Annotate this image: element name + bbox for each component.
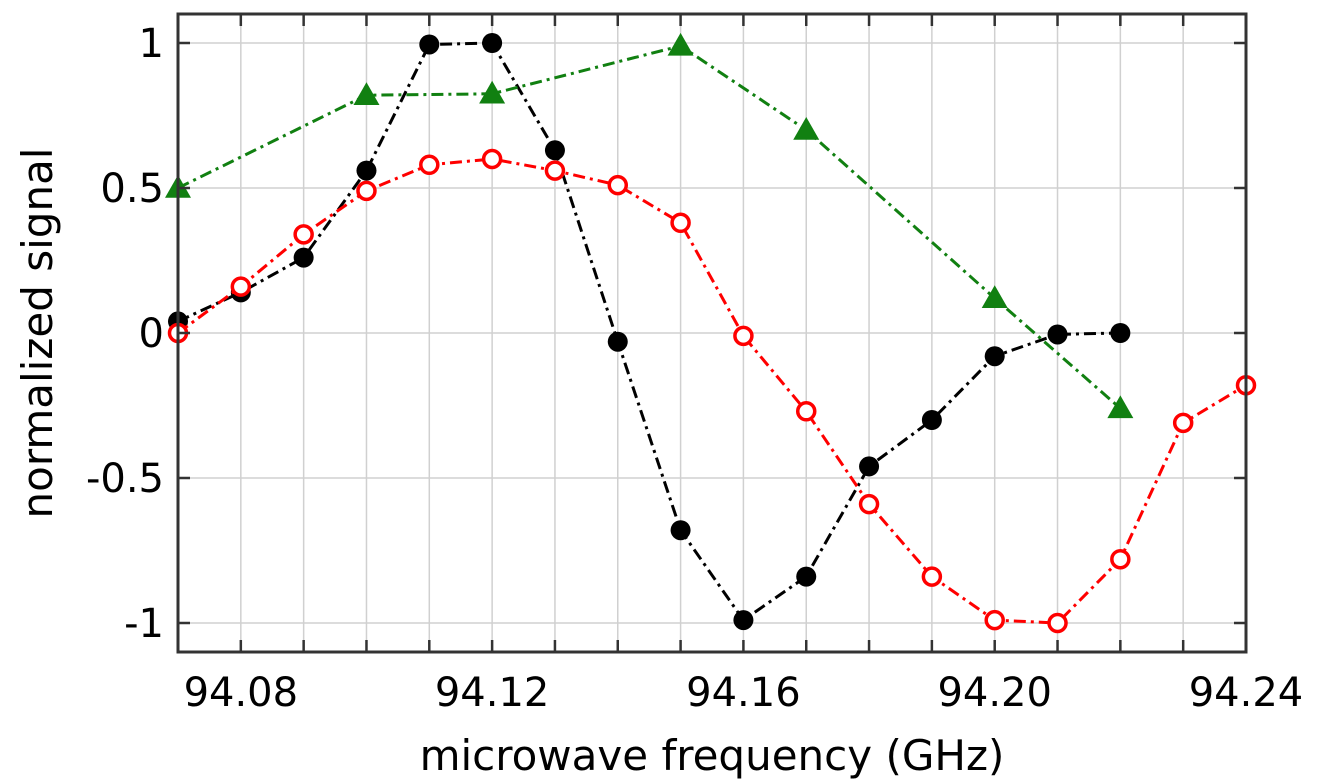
data-point — [481, 148, 503, 170]
data-point — [293, 247, 314, 268]
data-point — [670, 212, 691, 234]
data-point — [984, 609, 1005, 631]
data-point — [1172, 412, 1194, 434]
series-filled-circle — [168, 33, 1131, 631]
data-point — [607, 174, 629, 196]
data-point — [419, 154, 440, 176]
data-point — [796, 566, 817, 587]
series-line — [177, 157, 1247, 625]
data-point — [793, 117, 820, 140]
x-tick-label: 94.08 — [184, 670, 299, 716]
data-point — [733, 610, 754, 631]
data-point — [544, 140, 565, 161]
data-point — [984, 346, 1005, 367]
x-tick-label: 94.16 — [686, 670, 801, 716]
data-point — [353, 82, 380, 105]
x-tick-label: 94.12 — [435, 670, 550, 716]
y-axis-label: normalized signal — [13, 148, 62, 519]
data-point — [733, 325, 754, 347]
data-point — [859, 456, 880, 477]
data-point — [356, 180, 377, 202]
y-tick-label: -0.5 — [86, 456, 164, 502]
data-point — [1110, 323, 1131, 343]
x-tick-label: 94.20 — [937, 670, 1052, 716]
y-tick-label: 0 — [139, 311, 164, 357]
data-point — [981, 285, 1008, 308]
series-open-circle — [167, 148, 1257, 634]
data-point — [1047, 324, 1068, 345]
x-tick-label: 94.24 — [1189, 670, 1304, 716]
data-point — [921, 566, 943, 587]
data-point — [921, 410, 942, 430]
y-tick-label: -1 — [124, 601, 164, 647]
data-point — [670, 520, 691, 541]
series-line — [177, 41, 1121, 623]
data-point — [607, 331, 628, 352]
axis-ticks: 94.08 94.12 94.16 94.20 94.24 -1 -0.5 0 0.5 1 — [86, 14, 1303, 716]
data-point — [1047, 612, 1068, 634]
data-point — [479, 80, 506, 104]
data-point — [795, 401, 817, 422]
data-point — [293, 224, 314, 245]
y-tick-label: 1 — [139, 21, 164, 67]
data-point — [1107, 395, 1134, 419]
x-axis-label: microwave frequency (GHz) — [420, 731, 1005, 780]
y-tick-label: 0.5 — [100, 166, 164, 212]
plot-series — [165, 32, 1257, 634]
data-point — [230, 276, 252, 297]
data-point — [356, 160, 377, 181]
data-point — [419, 34, 440, 55]
data-point — [858, 493, 880, 515]
data-point — [667, 32, 694, 56]
data-point — [1110, 548, 1131, 570]
data-point — [482, 33, 503, 53]
series-line — [177, 44, 1122, 410]
data-point — [544, 160, 566, 181]
